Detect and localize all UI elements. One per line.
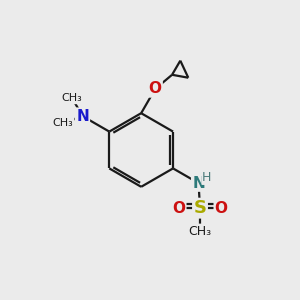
- Text: S: S: [194, 199, 206, 217]
- Text: N: N: [192, 176, 205, 190]
- Text: CH₃: CH₃: [188, 225, 212, 238]
- Text: CH₃: CH₃: [53, 118, 74, 128]
- Text: H: H: [202, 171, 212, 184]
- Text: O: O: [172, 201, 185, 216]
- Text: CH₃: CH₃: [62, 93, 82, 103]
- Text: O: O: [215, 201, 228, 216]
- Text: N: N: [76, 109, 89, 124]
- Text: O: O: [149, 82, 162, 97]
